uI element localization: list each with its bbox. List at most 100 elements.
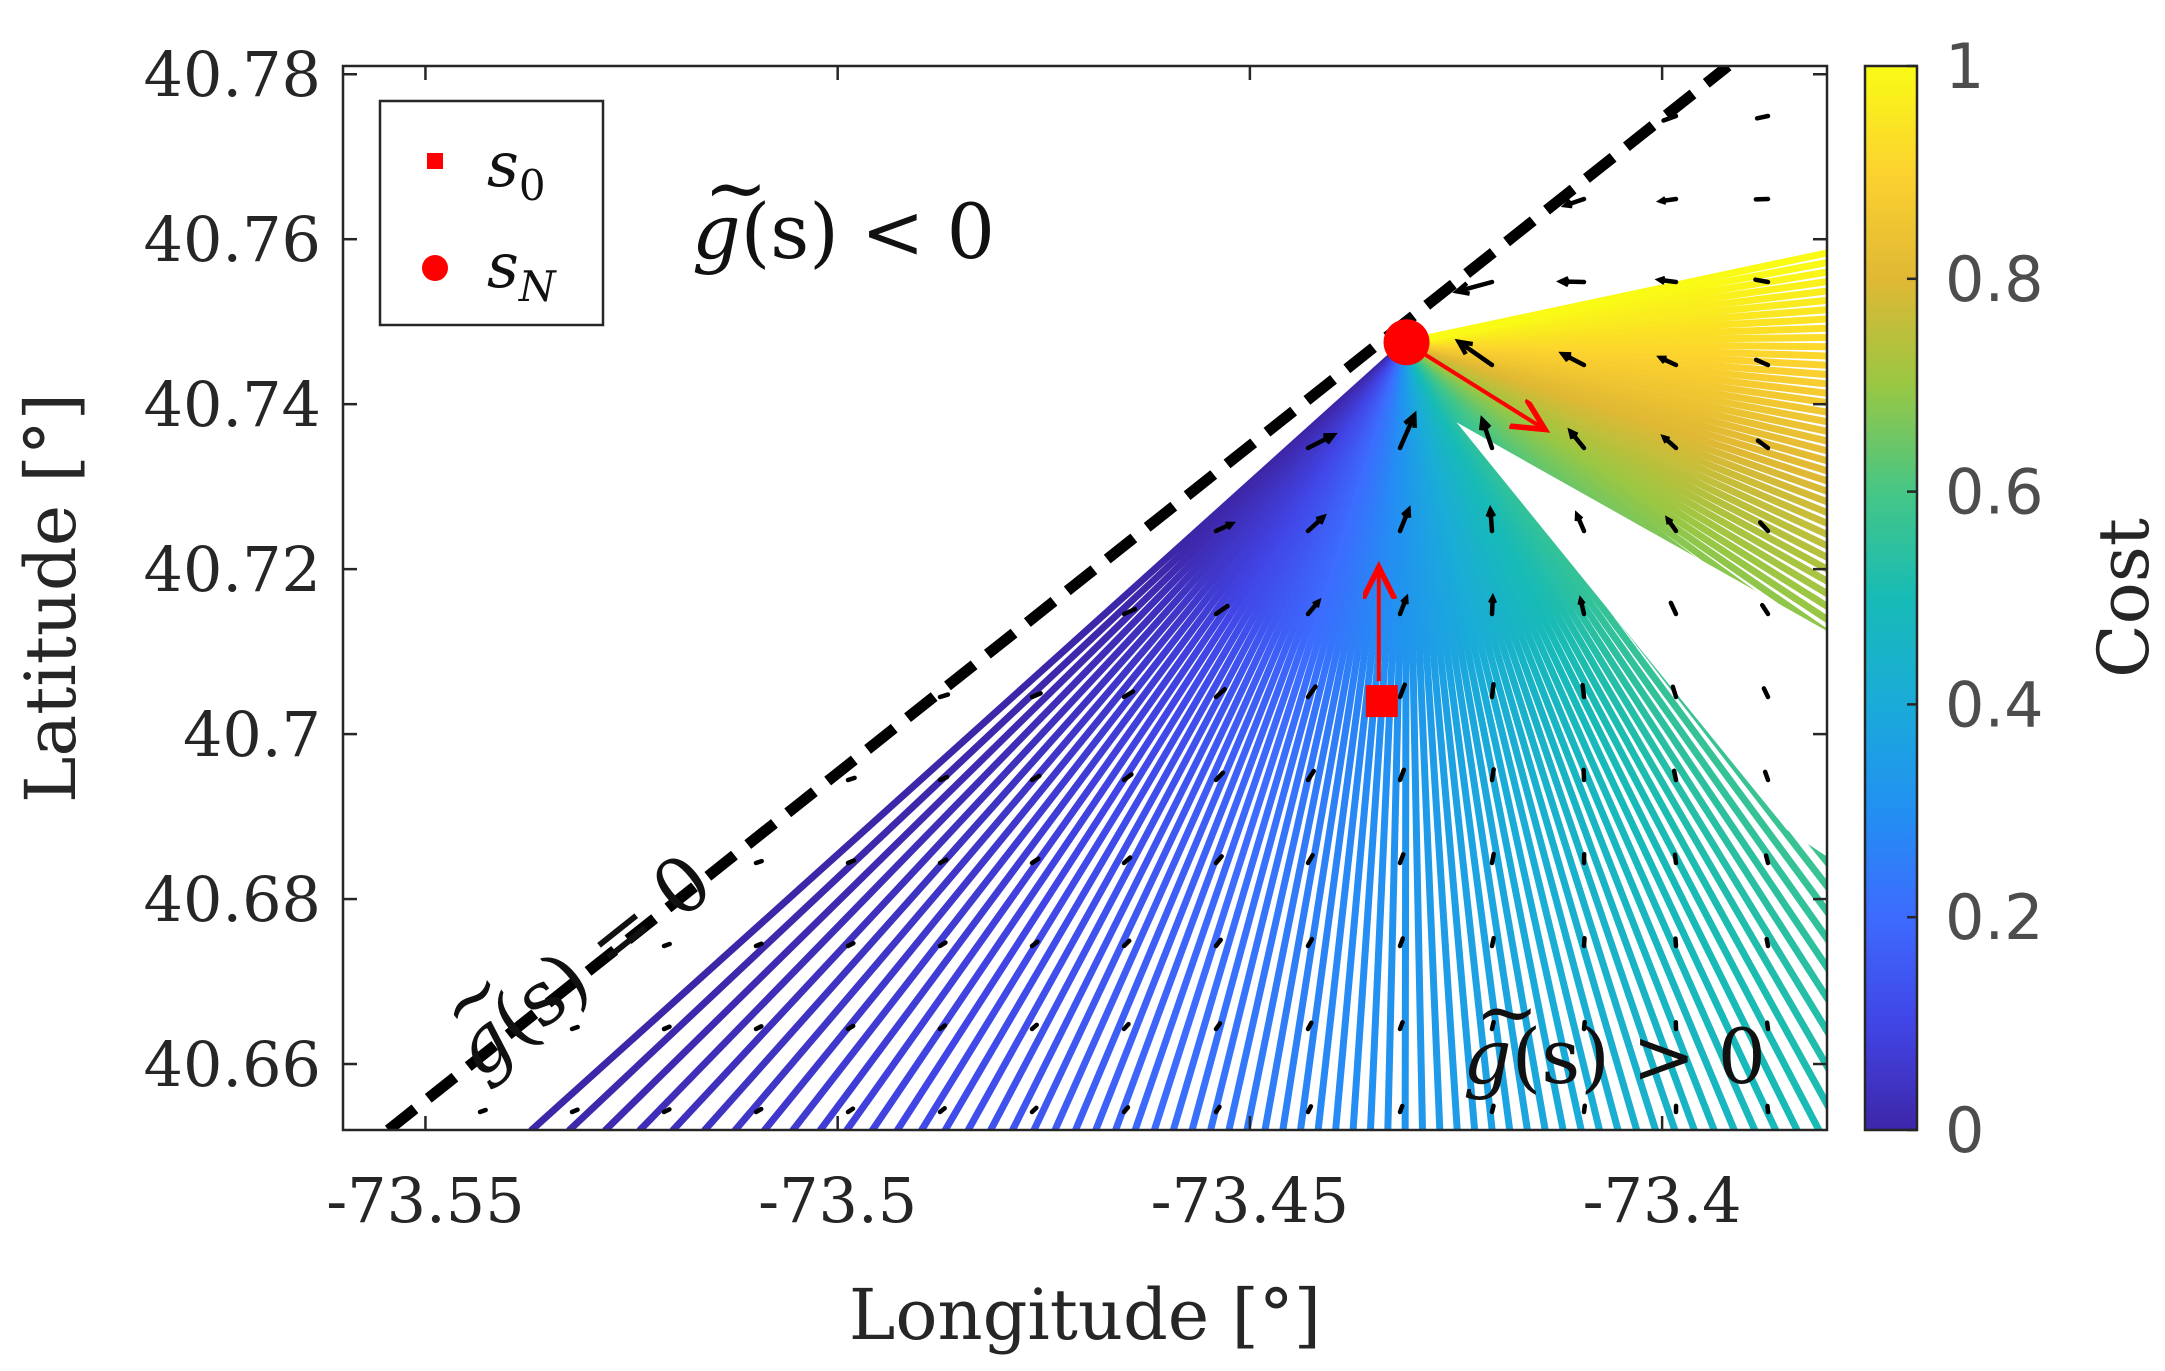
quiver-arrow: [569, 1024, 580, 1032]
quiver-arrow: [477, 1107, 488, 1115]
quiver-arrow: [1029, 691, 1043, 700]
fan-trajectory: [1403, 338, 1827, 666]
uncovered-wedge: [1456, 422, 1827, 857]
fan-trajectory: [1403, 268, 1827, 346]
plot-frame: [341, 64, 1829, 1132]
annotation-positive-region: g(s) >0 ~: [1463, 967, 1766, 1101]
fan-trajectory: [1403, 338, 1827, 528]
fan-trajectory: [1403, 338, 1827, 539]
fan-trajectory: [1403, 338, 1827, 712]
quiver-arrow: [1577, 595, 1587, 617]
quiver-arrow: [753, 1024, 764, 1032]
quiver-arrow: [753, 858, 764, 866]
quiver-arrow: [845, 1023, 856, 1032]
y-tick-label: 40.74: [144, 368, 322, 441]
x-tick-label: -73.45: [1151, 1164, 1349, 1237]
quiver-arrow: [1213, 603, 1230, 617]
quiver-arrow: [845, 940, 856, 949]
quiver-arrow: [1305, 597, 1322, 617]
quiver-arrow: [1668, 600, 1679, 617]
quiver-arrow: [1488, 592, 1497, 617]
colorbar: 0 0.2 0.4 0.6 0.8 1 Cost: [1863, 30, 2165, 1167]
boundary-line: [384, 66, 1732, 1130]
fan-trajectory: [1403, 338, 1827, 550]
quiver-arrow: [1121, 1021, 1131, 1032]
fan-trajectory: [843, 338, 1411, 1130]
infeasible-region: [343, 66, 1728, 1130]
colorbar-tick-label: 0.6: [1945, 456, 2044, 529]
quiver-arrow: [845, 775, 857, 783]
s0-marker: [1365, 685, 1398, 718]
quiver-arrow: [1397, 410, 1417, 451]
colorbar-tick-label: 1: [1945, 30, 1984, 103]
fan-trajectory: [1403, 249, 1827, 346]
legend-sN-label: sN: [487, 229, 557, 311]
quiver-arrow: [1764, 1020, 1771, 1032]
quiver-arrow: [1305, 432, 1338, 451]
quiver-arrow: [1558, 351, 1587, 368]
quiver-arrow: [1581, 1103, 1588, 1115]
quiver-arrow: [1121, 855, 1133, 866]
quiver-arrow: [1305, 1020, 1314, 1032]
legend-box: [378, 99, 605, 327]
fan-trajectory: [1403, 324, 1827, 346]
fan-trajectory: [816, 338, 1411, 1130]
quiver-arrow: [1489, 1019, 1496, 1032]
fan-trajectory: [789, 338, 1411, 1130]
x-axis-label: Longitude [°]: [849, 1274, 1321, 1356]
fan-trajectory: [1403, 338, 1827, 729]
quiver-arrow: [1755, 438, 1771, 451]
quiver-arrow: [1305, 768, 1317, 783]
quiver-arrow: [1121, 606, 1138, 617]
quiver-arrow: [753, 1106, 764, 1115]
quiver-arrow: [1660, 434, 1679, 451]
quiver-arrow: [937, 940, 948, 949]
quiver-arrow: [1763, 853, 1771, 866]
quiver-arrow: [1397, 936, 1406, 949]
axis-ticks: -73.55 -73.5 -73.45 -73.4 40.66 40.68 40.7 40.7…: [144, 38, 1827, 1237]
y-tick-label: 40.72: [144, 533, 322, 606]
quiver-arrow: [1655, 196, 1679, 205]
fan-trajectory: [1403, 338, 1827, 624]
fan-trajectory: [1403, 338, 1827, 562]
quiver-arrow: [1397, 852, 1406, 866]
quiver-arrow: [1574, 510, 1587, 534]
fan-trajectory: [602, 338, 1411, 1130]
quiver-arrow: [1121, 689, 1136, 700]
quiver-arrow: [1213, 1021, 1223, 1032]
quiver-arrow: [1121, 938, 1132, 949]
fan-trajectory: [1403, 338, 1827, 496]
quiver-arrow: [1489, 935, 1496, 949]
plot-area: -73.55 -73.5 -73.45 -73.4 40.66 40.68 40.7 40.7…: [144, 38, 1829, 1237]
quiver-arrow: [845, 1106, 856, 1115]
quiver-arrow: [1489, 1103, 1496, 1115]
colorbar-tick-label: 0.4: [1945, 668, 2044, 741]
fan-trajectory: [1403, 338, 1827, 517]
quiver-arrow: [1029, 1105, 1039, 1115]
quiver-arrow: [1664, 515, 1679, 534]
colorbar-tick-label: 0.2: [1945, 881, 2044, 954]
quiver-arrow: [1580, 682, 1587, 700]
fan-trajectory: [1403, 278, 1827, 346]
colorbar-gradient: [1863, 64, 1919, 1132]
fan-trajectory: [1403, 333, 1827, 346]
quiver-arrow: [937, 1105, 947, 1115]
quiver-arrow: [1753, 357, 1771, 368]
fan-trajectory: [1403, 338, 1827, 651]
quiver-arrow: [1213, 521, 1237, 534]
quiver-arrow: [1029, 939, 1040, 949]
svg-text:g(s)<0: g(s) <0: [692, 187, 995, 276]
quiver-arrow: [661, 941, 672, 949]
fan-trajectory: [1403, 338, 1827, 485]
quiver-arrow: [1397, 1020, 1405, 1032]
quiver-arrow: [1397, 505, 1412, 534]
quiver-arrow: [1305, 852, 1315, 866]
quiver-arrow: [845, 858, 857, 866]
fan-trajectory: [1403, 338, 1827, 638]
quiver-arrow: [1754, 113, 1771, 121]
quiver-arrow: [1029, 1022, 1039, 1032]
quiver-arrow: [1560, 196, 1587, 209]
fan-trajectory: [528, 338, 1411, 1130]
quiver-arrow: [1397, 767, 1407, 783]
